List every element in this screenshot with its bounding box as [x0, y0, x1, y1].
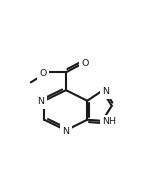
- Text: N: N: [37, 97, 44, 106]
- Text: N: N: [62, 127, 70, 136]
- Text: O: O: [40, 69, 47, 78]
- Text: O: O: [81, 59, 89, 68]
- Text: N: N: [102, 87, 109, 96]
- Text: NH: NH: [102, 117, 116, 126]
